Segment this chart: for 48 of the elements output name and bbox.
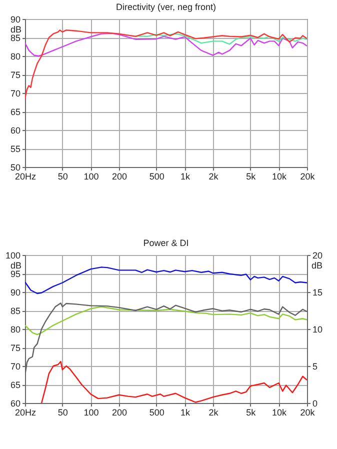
y2-tick-label: 10 bbox=[312, 324, 323, 334]
y2-tick-label: 20 bbox=[312, 250, 323, 260]
y-tick-label: 90 bbox=[10, 14, 20, 24]
x-tick-label: 100 bbox=[84, 172, 99, 182]
y-tick-label: 80 bbox=[10, 52, 20, 62]
x-tick-label: 2k bbox=[208, 408, 219, 418]
x-tick-label: 50 bbox=[58, 172, 68, 182]
chart-title: Directivity (ver, neg front) bbox=[116, 2, 216, 12]
y-axis-title: dB bbox=[10, 260, 22, 270]
x-tick-label: 50 bbox=[58, 408, 68, 418]
y-tick-label: 50 bbox=[10, 162, 20, 172]
x-tick-label: 10k bbox=[272, 172, 287, 182]
y2-tick-label: 5 bbox=[312, 362, 318, 372]
x-tick-label: 20k bbox=[300, 408, 316, 418]
y-tick-label: 95 bbox=[10, 269, 20, 279]
y-tick-label: 85 bbox=[10, 306, 20, 316]
y-tick-label: 55 bbox=[10, 144, 20, 154]
y-tick-label: 60 bbox=[10, 398, 20, 408]
y-tick-label: 75 bbox=[10, 343, 20, 353]
y-tick-label: 65 bbox=[10, 107, 20, 117]
y-tick-label: 60 bbox=[10, 126, 20, 136]
x-tick-label: 500 bbox=[149, 408, 164, 418]
x-tick-label: 200 bbox=[112, 408, 128, 418]
y-tick-label: 75 bbox=[10, 70, 20, 80]
x-tick-label: 5k bbox=[246, 408, 256, 418]
x-tick-label: 20Hz bbox=[14, 408, 36, 418]
x-tick-label: 1k bbox=[180, 172, 190, 182]
chart-title: Power & DI bbox=[143, 238, 189, 248]
x-tick-label: 100 bbox=[84, 408, 99, 418]
x-tick-label: 2k bbox=[208, 172, 219, 182]
x-tick-label: 200 bbox=[112, 172, 128, 182]
x-tick-label: 20Hz bbox=[14, 172, 36, 182]
y-tick-label: 65 bbox=[10, 380, 20, 390]
y-axis-title: dB bbox=[10, 24, 22, 34]
y2-tick-label: 15 bbox=[312, 288, 323, 298]
y-tick-label: 100 bbox=[5, 250, 20, 260]
x-tick-label: 5k bbox=[246, 172, 256, 182]
x-tick-label: 20k bbox=[300, 172, 316, 182]
x-tick-label: 500 bbox=[149, 172, 164, 182]
y-tick-label: 90 bbox=[10, 288, 20, 298]
y-tick-label: 80 bbox=[10, 324, 20, 334]
x-tick-label: 10k bbox=[272, 408, 287, 418]
y-tick-label: 70 bbox=[10, 88, 20, 98]
y-tick-label: 70 bbox=[10, 362, 20, 372]
x-tick-label: 1k bbox=[180, 408, 190, 418]
y2-tick-label: 0 bbox=[312, 398, 318, 408]
y2-axis-title: dB bbox=[312, 260, 323, 270]
y-tick-label: 85 bbox=[10, 33, 20, 43]
